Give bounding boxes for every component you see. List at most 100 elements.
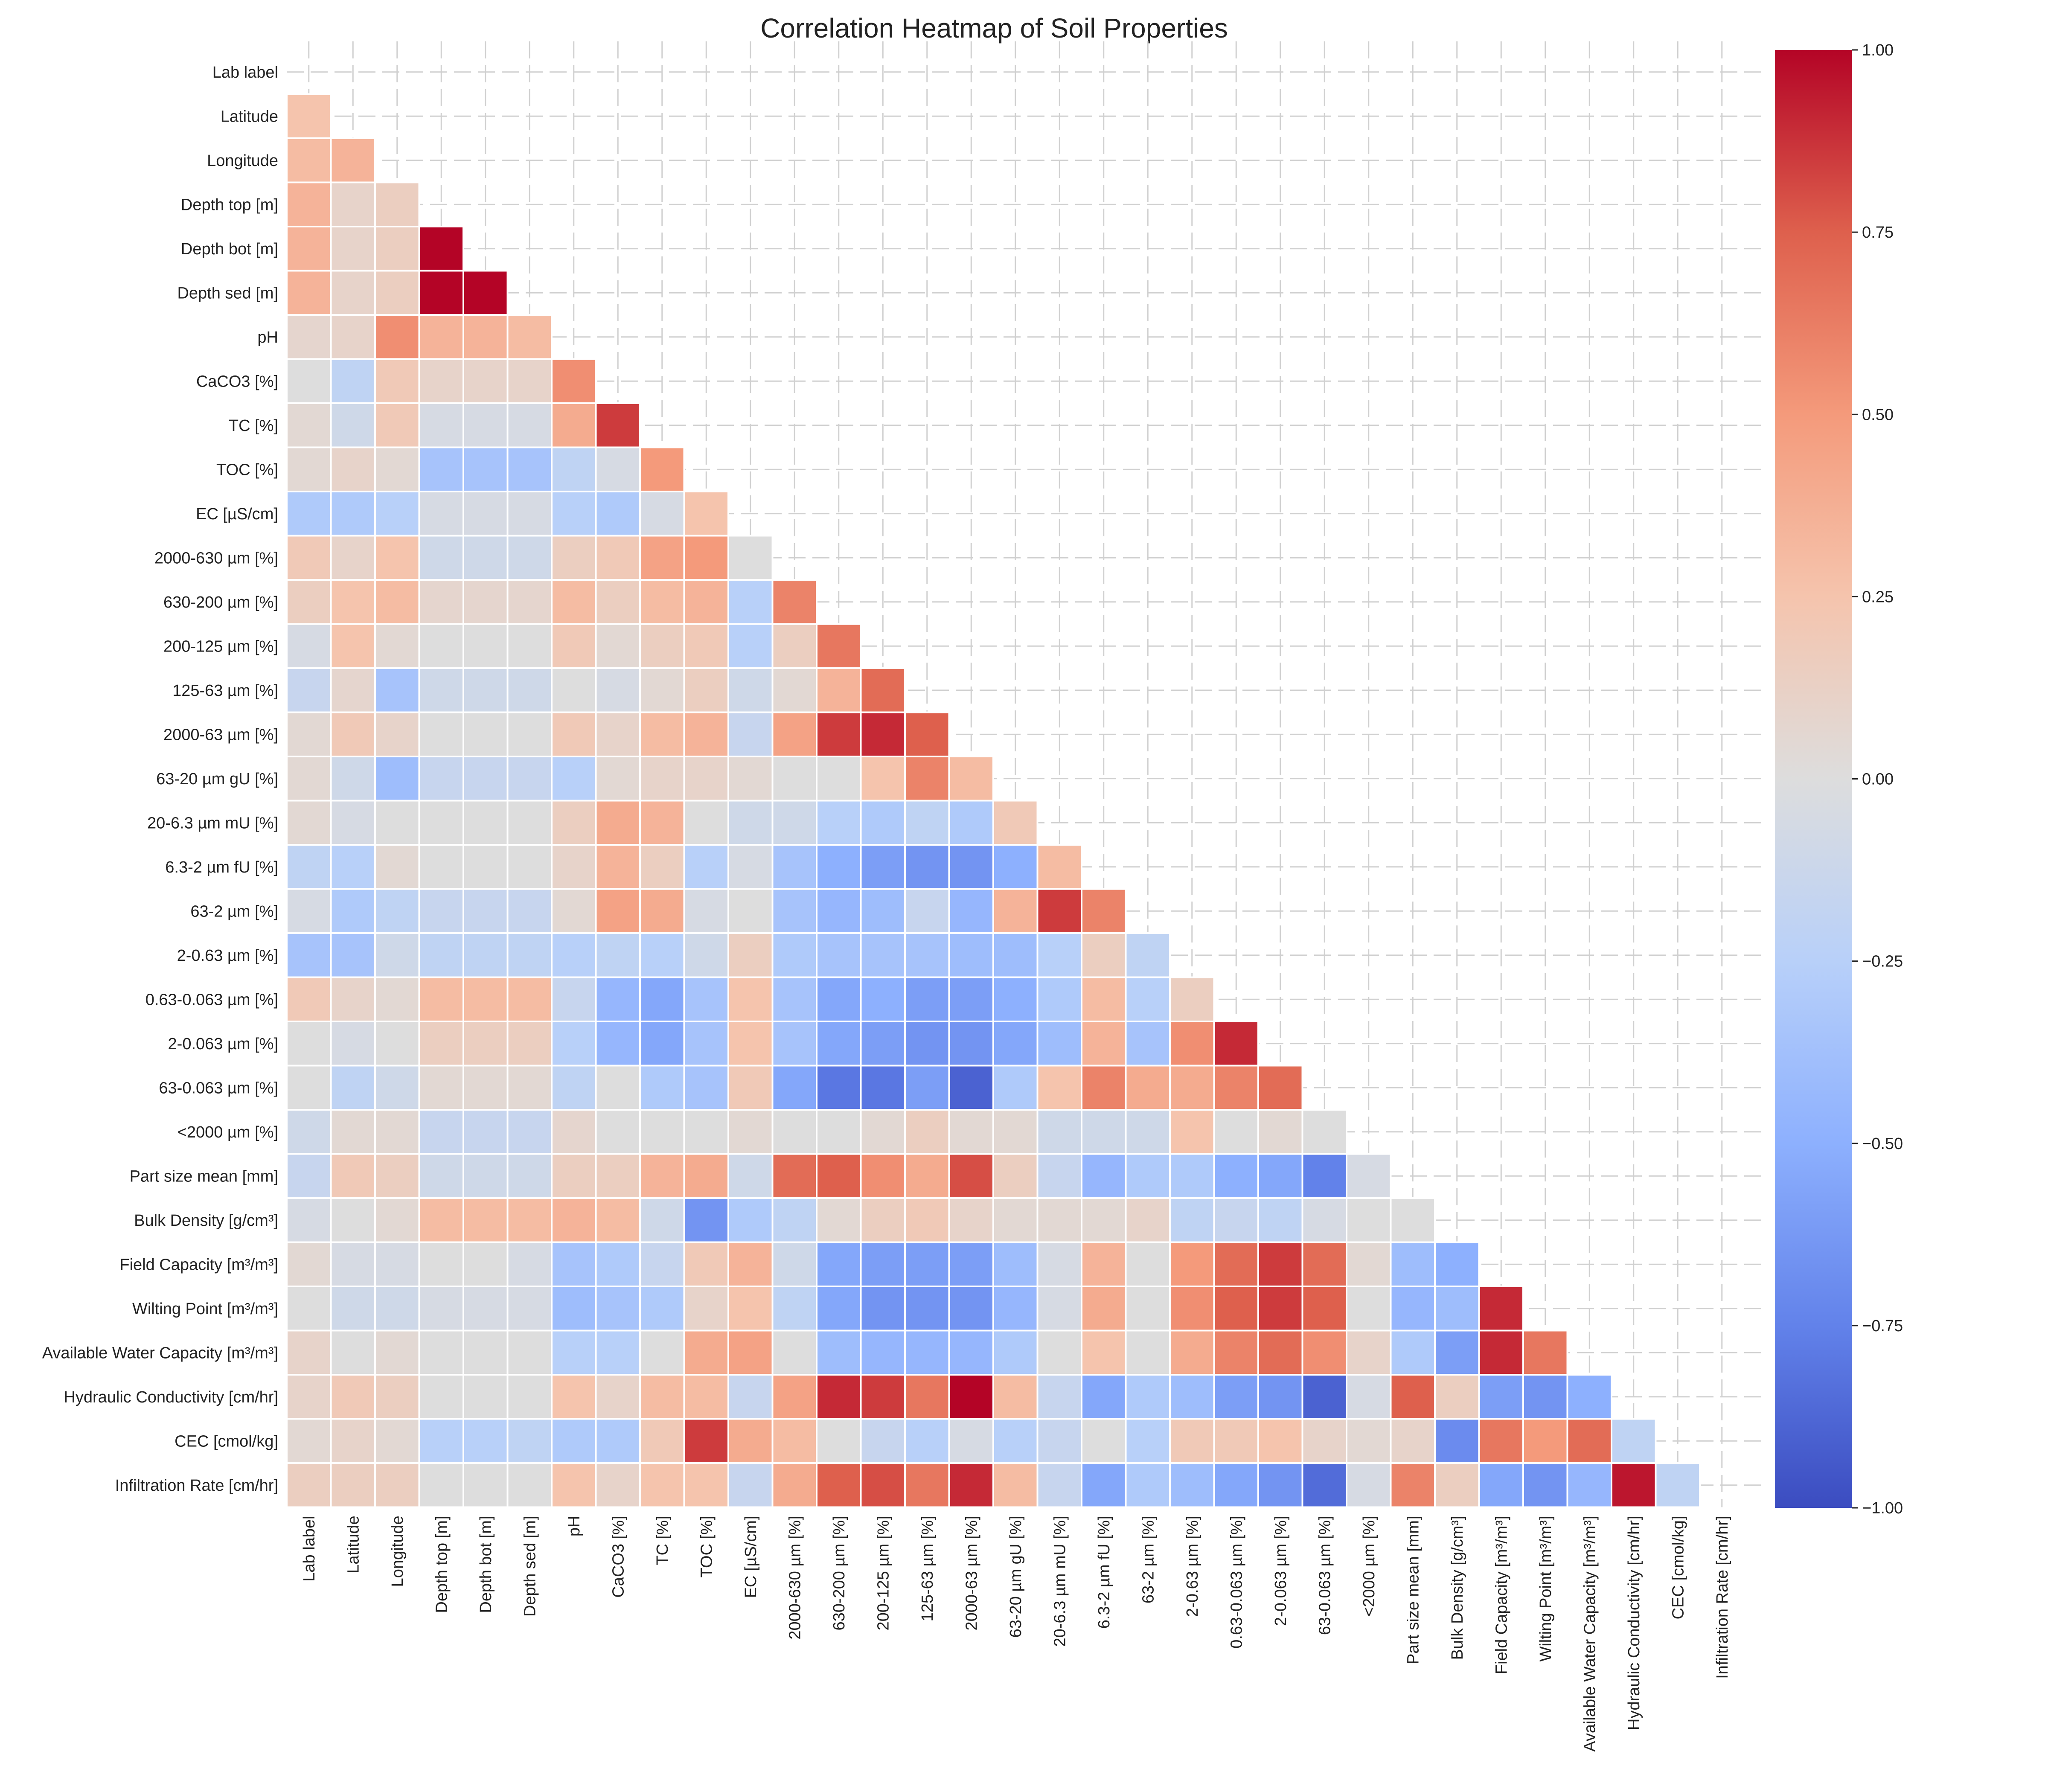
heatmap-cell <box>551 844 597 890</box>
heatmap-cell <box>374 1462 420 1508</box>
heatmap-cell <box>1390 1329 1436 1376</box>
heatmap-cell <box>1036 888 1082 934</box>
heatmap-cell <box>771 1065 817 1111</box>
heatmap-cell <box>374 1241 420 1287</box>
y-tick-label: Bulk Density [g/cm³] <box>134 1212 278 1230</box>
heatmap-cell <box>463 579 509 625</box>
heatmap-cell <box>551 623 597 669</box>
heatmap-cell <box>816 1462 862 1508</box>
heatmap-cell <box>1169 1065 1215 1111</box>
heatmap-cell <box>286 1241 332 1287</box>
heatmap-cell <box>860 711 906 757</box>
colorbar-tick-label: 1.00 <box>1862 41 1894 59</box>
heatmap-cell <box>418 1021 464 1067</box>
heatmap-cell <box>286 137 332 183</box>
y-tick-label: 0.63-0.063 µm [%] <box>145 991 278 1009</box>
heatmap-cell <box>771 1241 817 1287</box>
heatmap-cell <box>418 756 464 802</box>
heatmap-cell <box>639 1329 685 1376</box>
heatmap-cells <box>286 93 1701 1508</box>
heatmap-cell <box>727 623 774 669</box>
heatmap-cell <box>727 1374 774 1420</box>
heatmap-cell <box>463 314 509 360</box>
y-tick-label: Depth sed [m] <box>177 284 278 302</box>
heatmap-cell <box>1081 1065 1127 1111</box>
heatmap-cell <box>1390 1197 1436 1243</box>
heatmap-cell <box>506 711 553 757</box>
heatmap-cell <box>1213 1329 1259 1376</box>
heatmap-cell <box>330 535 376 581</box>
heatmap-cell <box>1213 1462 1259 1508</box>
heatmap-cell <box>948 1374 994 1420</box>
heatmap-cell <box>816 623 862 669</box>
heatmap-cell <box>1257 1065 1303 1111</box>
heatmap-cell <box>418 1329 464 1376</box>
heatmap-cell <box>595 1153 641 1199</box>
heatmap-cell <box>1125 1065 1171 1111</box>
heatmap-cell <box>506 800 553 846</box>
heatmap-cell <box>683 1241 729 1287</box>
y-tick-label: 125-63 µm [%] <box>172 682 278 700</box>
colorbar-tick-label: 0.75 <box>1862 224 1894 241</box>
heatmap-cell <box>1081 1109 1127 1155</box>
heatmap-cell <box>639 711 685 757</box>
heatmap-cell <box>463 1462 509 1508</box>
heatmap-cell <box>374 446 420 492</box>
heatmap-cell <box>683 1329 729 1376</box>
heatmap-cell <box>727 1286 774 1332</box>
heatmap-cell <box>463 1021 509 1067</box>
heatmap-cell <box>904 1462 950 1508</box>
y-tick-label: 2-0.63 µm [%] <box>177 947 278 965</box>
heatmap-cell <box>463 667 509 713</box>
heatmap-cell <box>463 358 509 404</box>
x-tick-label: Hydraulic Conductivity [cm/hr] <box>1625 1516 1643 1731</box>
heatmap-cell <box>286 932 332 978</box>
heatmap-cell <box>683 711 729 757</box>
heatmap-cell <box>330 137 376 183</box>
heatmap-cell <box>286 1329 332 1376</box>
heatmap-cell <box>595 667 641 713</box>
heatmap-cell <box>860 800 906 846</box>
heatmap-cell <box>948 1418 994 1464</box>
heatmap-cell <box>727 711 774 757</box>
heatmap-cell <box>330 623 376 669</box>
heatmap-cell <box>904 1374 950 1420</box>
heatmap-cell <box>727 667 774 713</box>
heatmap-cell <box>286 1197 332 1243</box>
x-tick-label: Field Capacity [m³/m³] <box>1492 1516 1510 1675</box>
heatmap-cell <box>639 888 685 934</box>
heatmap-cell <box>286 667 332 713</box>
heatmap-cell <box>1301 1374 1347 1420</box>
heatmap-cell <box>771 888 817 934</box>
y-tick-label: 2000-63 µm [%] <box>163 726 278 744</box>
heatmap-cell <box>771 667 817 713</box>
heatmap-cell <box>904 1197 950 1243</box>
heatmap-cell <box>1081 1462 1127 1508</box>
heatmap-cell <box>1213 1153 1259 1199</box>
heatmap-cell <box>418 667 464 713</box>
heatmap-cell <box>1081 976 1127 1022</box>
heatmap-cell <box>595 1418 641 1464</box>
heatmap-cell <box>1213 1197 1259 1243</box>
heatmap-cell <box>727 1197 774 1243</box>
heatmap-cell <box>463 446 509 492</box>
heatmap-cell <box>1566 1374 1612 1420</box>
heatmap-cell <box>727 1109 774 1155</box>
heatmap-cell <box>330 1153 376 1199</box>
heatmap-cell <box>1522 1329 1568 1376</box>
colorbar-tick-label: −0.25 <box>1862 953 1903 971</box>
y-tick-label: Part size mean [mm] <box>130 1167 278 1185</box>
heatmap-cell <box>506 1197 553 1243</box>
heatmap-cell <box>860 1153 906 1199</box>
heatmap-cell <box>948 1241 994 1287</box>
heatmap-cell <box>860 1329 906 1376</box>
heatmap-cell <box>506 491 553 537</box>
y-tick-label: 6.3-2 µm fU [%] <box>165 858 278 876</box>
heatmap-cell <box>551 491 597 537</box>
heatmap-cell <box>992 1374 1039 1420</box>
heatmap-cell <box>551 402 597 448</box>
heatmap-cell <box>860 1197 906 1243</box>
heatmap-cell <box>771 800 817 846</box>
heatmap-cell <box>1036 1197 1082 1243</box>
heatmap-cell <box>418 1241 464 1287</box>
